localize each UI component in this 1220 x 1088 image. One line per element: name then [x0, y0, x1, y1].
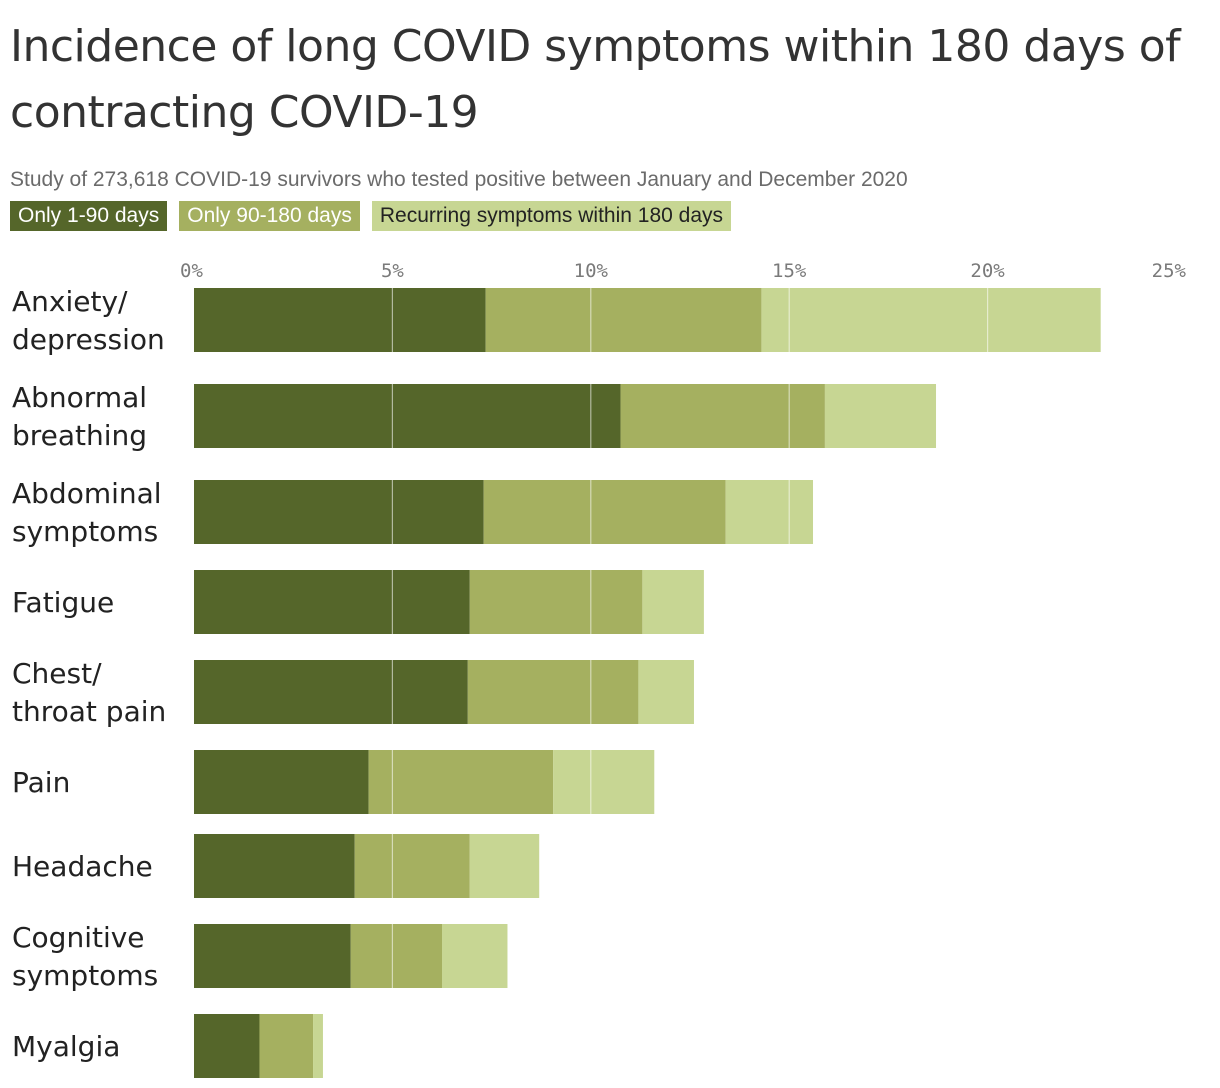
- bar-segment-90-180-days: [483, 480, 726, 544]
- category-label: Headache: [12, 850, 153, 883]
- x-tick-label: 0%: [180, 260, 203, 282]
- x-tick-label: 25%: [1152, 260, 1187, 282]
- category-label: Pain: [12, 766, 70, 799]
- chart-subtitle: Study of 273,618 COVID-19 survivors who …: [10, 168, 908, 191]
- bar-segment-90-180-days: [354, 834, 470, 898]
- x-tick-label: 15%: [772, 260, 807, 282]
- bar-segment-1-90-days: [194, 288, 486, 352]
- category-label: Cognitive: [12, 921, 145, 954]
- bar-segment-1-90-days: [194, 384, 621, 448]
- bar-segment-recurring: [642, 570, 704, 634]
- bar-segment-recurring: [824, 384, 937, 448]
- bar-segment-1-90-days: [194, 660, 468, 724]
- bar-segment-recurring: [313, 1014, 323, 1078]
- category-label: Abdominal: [12, 477, 162, 510]
- bar-segment-90-180-days: [467, 660, 639, 724]
- category-label: Abnormal: [12, 381, 147, 414]
- bar-segment-1-90-days: [194, 570, 470, 634]
- category-label: throat pain: [12, 695, 166, 728]
- x-tick-label: 20%: [970, 260, 1005, 282]
- bar-segment-recurring: [469, 834, 540, 898]
- bar-segment-90-180-days: [485, 288, 762, 352]
- chart-legend: Only 1-90 days Only 90-180 days Recurring …: [10, 201, 731, 231]
- bar-segment-recurring: [638, 660, 694, 724]
- bar-segment-recurring: [553, 750, 655, 814]
- x-tick-label: 10%: [574, 260, 609, 282]
- bar-segment-1-90-days: [194, 480, 484, 544]
- bar-segment-recurring: [442, 924, 508, 988]
- category-label: depression: [12, 323, 165, 356]
- bar-segment-1-90-days: [194, 834, 355, 898]
- bar-segment-1-90-days: [194, 924, 351, 988]
- category-label: symptoms: [12, 959, 158, 992]
- bar-segment-90-180-days: [259, 1014, 314, 1078]
- category-label: Anxiety/: [12, 285, 128, 318]
- bar-segment-90-180-days: [469, 570, 643, 634]
- stacked-bar-chart: 0% 5% 10% 15% 20% 25% Anxiety/depression Abnorm…: [12, 260, 1187, 1088]
- category-label: breathing: [12, 419, 147, 452]
- bar-segment-recurring: [725, 480, 814, 544]
- category-label: Myalgia: [12, 1030, 120, 1063]
- x-tick-label: 5%: [381, 260, 404, 282]
- chart-title: Incidence of long COVID symptoms within …: [10, 21, 1181, 138]
- bar-segment-90-180-days: [350, 924, 442, 988]
- category-label: symptoms: [12, 515, 158, 548]
- legend-item-2: Only 90-180 days: [179, 201, 360, 231]
- category-label: Chest/: [12, 657, 102, 690]
- legend-item-3: Recurring symptoms within 180 days: [371, 201, 731, 231]
- bar-segment-1-90-days: [194, 1014, 260, 1078]
- legend-item-1: Only 1-90 days: [10, 201, 168, 231]
- category-label: Fatigue: [12, 586, 114, 619]
- bar-segment-recurring: [761, 288, 1101, 352]
- bar-segment-90-180-days: [620, 384, 825, 448]
- bar-segment-1-90-days: [194, 750, 369, 814]
- bar-segment-90-180-days: [368, 750, 554, 814]
